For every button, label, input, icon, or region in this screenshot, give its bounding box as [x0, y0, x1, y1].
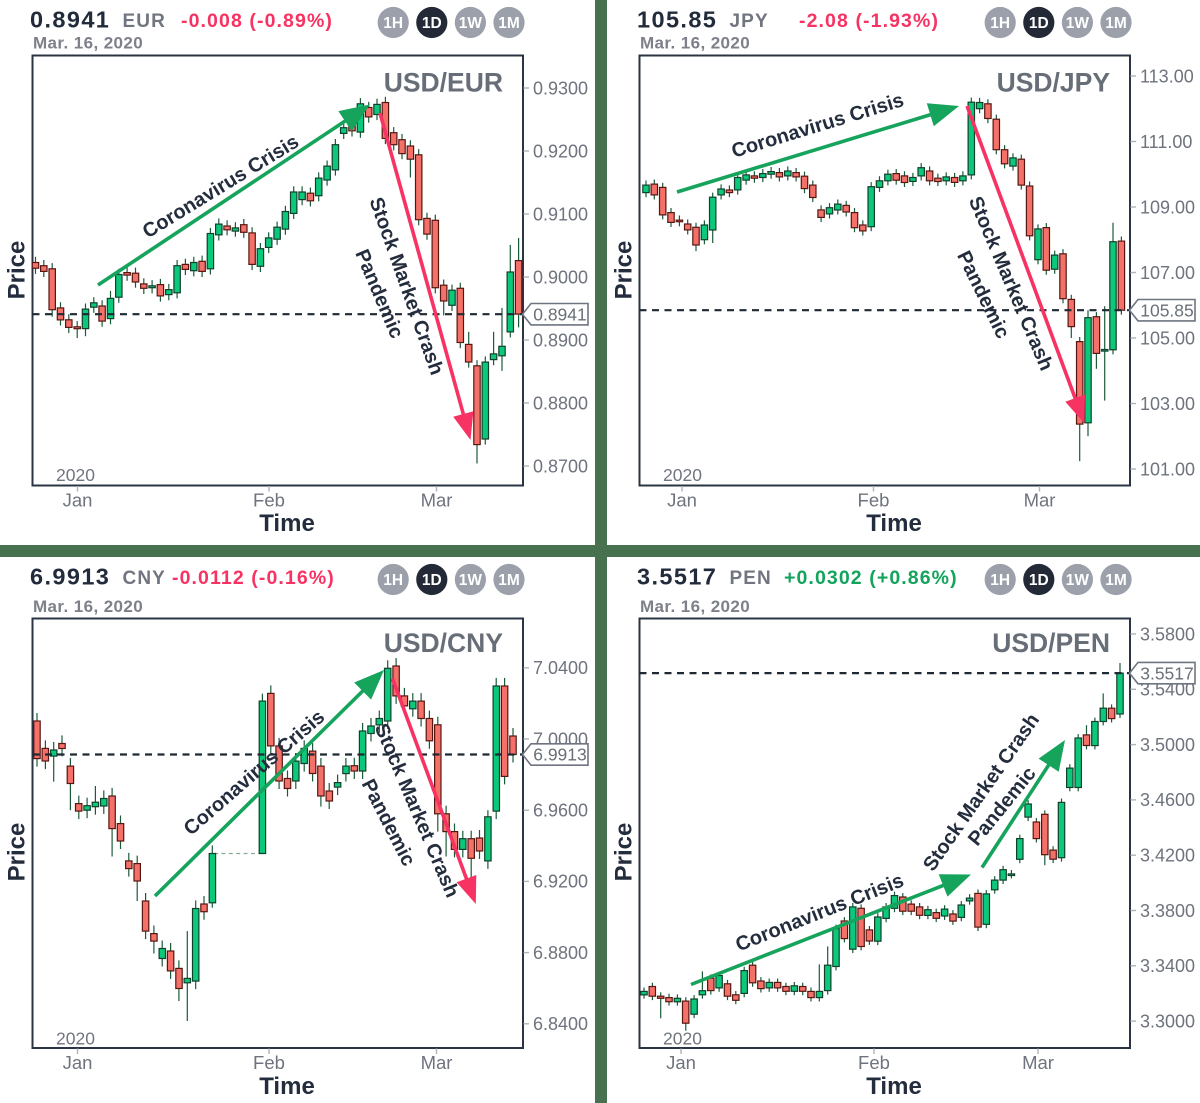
svg-text:113.00: 113.00 [1140, 66, 1194, 86]
svg-text:USD/JPY: USD/JPY [997, 68, 1111, 98]
svg-text:2020: 2020 [663, 465, 702, 485]
svg-text:2020: 2020 [56, 465, 95, 485]
svg-text:2020: 2020 [56, 1029, 95, 1049]
svg-text:Coronavirus Crisis: Coronavirus Crisis [180, 706, 329, 840]
svg-text:111.00: 111.00 [1140, 132, 1192, 152]
svg-text:Mar. 16, 2020: Mar. 16, 2020 [33, 597, 143, 616]
svg-text:1W: 1W [1066, 15, 1090, 32]
svg-text:Mar: Mar [421, 1052, 453, 1073]
svg-text:+0.0302 (+0.86%): +0.0302 (+0.86%) [784, 567, 958, 589]
svg-text:Time: Time [259, 510, 315, 537]
svg-text:PEN: PEN [730, 568, 772, 589]
svg-text:0.8700: 0.8700 [533, 456, 588, 476]
svg-text:1D: 1D [422, 15, 442, 32]
svg-text:Feb: Feb [858, 490, 890, 511]
svg-text:3.5800: 3.5800 [1140, 624, 1195, 644]
svg-text:Mar: Mar [421, 490, 453, 511]
svg-text:1D: 1D [1029, 572, 1049, 589]
svg-text:Time: Time [866, 510, 922, 537]
svg-text:0.9300: 0.9300 [533, 78, 588, 98]
svg-text:-2.08 (-1.93%): -2.08 (-1.93%) [799, 10, 939, 32]
svg-text:6.8400: 6.8400 [533, 1014, 588, 1034]
svg-text:Coronavirus Crisis: Coronavirus Crisis [733, 870, 907, 957]
svg-text:0.9000: 0.9000 [533, 267, 588, 287]
svg-text:3.5517: 3.5517 [1140, 663, 1194, 683]
svg-text:Jan: Jan [63, 490, 93, 511]
svg-text:Coronavirus Crisis: Coronavirus Crisis [729, 89, 907, 162]
svg-text:1W: 1W [1066, 572, 1090, 589]
svg-text:0.9200: 0.9200 [533, 141, 588, 161]
svg-text:3.4600: 3.4600 [1140, 790, 1195, 810]
svg-text:6.9600: 6.9600 [533, 801, 588, 821]
svg-text:1M: 1M [1105, 572, 1127, 589]
svg-text:2020: 2020 [663, 1029, 702, 1049]
svg-text:1M: 1M [498, 15, 520, 32]
svg-text:3.3000: 3.3000 [1140, 1011, 1195, 1031]
svg-text:Mar: Mar [1024, 490, 1056, 511]
svg-text:1W: 1W [459, 572, 483, 589]
svg-text:1M: 1M [498, 572, 520, 589]
svg-text:6.9200: 6.9200 [533, 872, 588, 892]
svg-text:JPY: JPY [730, 11, 769, 32]
svg-text:Mar. 16, 2020: Mar. 16, 2020 [640, 34, 750, 53]
svg-text:EUR: EUR [123, 11, 166, 32]
svg-text:107.00: 107.00 [1140, 263, 1195, 283]
svg-text:Price: Price [4, 823, 31, 882]
svg-text:USD/PEN: USD/PEN [992, 628, 1110, 658]
svg-text:105.85: 105.85 [1140, 300, 1194, 320]
svg-text:1H: 1H [383, 15, 403, 32]
svg-text:1H: 1H [990, 572, 1010, 589]
svg-text:1H: 1H [990, 15, 1010, 32]
svg-text:USD/EUR: USD/EUR [384, 68, 503, 98]
svg-text:0.9100: 0.9100 [533, 204, 588, 224]
svg-text:101.00: 101.00 [1140, 459, 1195, 479]
svg-text:Feb: Feb [858, 1052, 890, 1073]
svg-text:6.9913: 6.9913 [30, 564, 110, 590]
svg-text:Mar. 16, 2020: Mar. 16, 2020 [33, 34, 143, 53]
svg-text:-0.008 (-0.89%): -0.008 (-0.89%) [181, 10, 333, 32]
svg-text:3.3800: 3.3800 [1140, 901, 1195, 921]
svg-text:Mar. 16, 2020: Mar. 16, 2020 [640, 597, 750, 616]
svg-text:Time: Time [259, 1073, 315, 1100]
svg-text:-0.0112 (-0.16%): -0.0112 (-0.16%) [172, 567, 335, 589]
svg-text:1M: 1M [1105, 15, 1127, 32]
svg-text:109.00: 109.00 [1140, 197, 1195, 217]
svg-text:6.8800: 6.8800 [533, 943, 588, 963]
svg-text:USD/CNY: USD/CNY [384, 628, 504, 658]
svg-text:Feb: Feb [253, 490, 285, 511]
svg-text:Price: Price [611, 241, 638, 300]
svg-text:Feb: Feb [253, 1052, 285, 1073]
svg-text:105.00: 105.00 [1140, 328, 1195, 348]
svg-text:0.8800: 0.8800 [533, 393, 588, 413]
svg-text:7.0400: 7.0400 [533, 658, 588, 678]
svg-text:3.4200: 3.4200 [1140, 846, 1195, 866]
svg-text:103.00: 103.00 [1140, 394, 1195, 414]
svg-text:CNY: CNY [123, 568, 166, 589]
svg-text:1W: 1W [459, 15, 483, 32]
svg-text:Price: Price [611, 823, 638, 882]
svg-text:Jan: Jan [666, 1052, 696, 1073]
svg-text:1D: 1D [422, 572, 442, 589]
svg-text:Time: Time [866, 1073, 922, 1100]
svg-text:3.3400: 3.3400 [1140, 956, 1195, 976]
svg-text:6.9913: 6.9913 [533, 745, 587, 765]
svg-text:3.5517: 3.5517 [637, 564, 717, 590]
svg-text:1H: 1H [383, 572, 403, 589]
svg-text:0.8941: 0.8941 [533, 304, 587, 324]
svg-text:Jan: Jan [63, 1052, 93, 1073]
svg-text:105.85: 105.85 [637, 7, 717, 33]
svg-text:Mar: Mar [1022, 1052, 1054, 1073]
svg-text:0.8941: 0.8941 [30, 7, 110, 33]
svg-text:1D: 1D [1029, 15, 1049, 32]
svg-text:Price: Price [4, 241, 31, 300]
svg-text:Jan: Jan [667, 490, 697, 511]
svg-text:3.5000: 3.5000 [1140, 735, 1195, 755]
svg-text:0.8900: 0.8900 [533, 330, 588, 350]
